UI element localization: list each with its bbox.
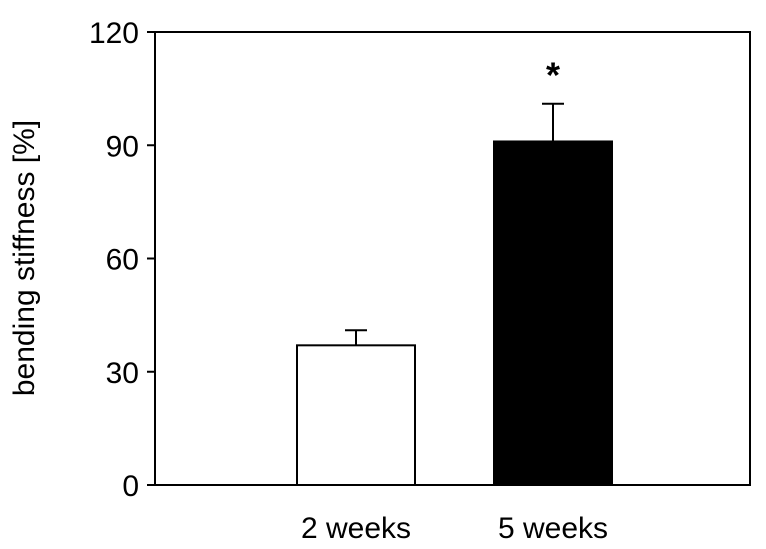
y-axis-title: bending stiffness [%] [8, 120, 41, 396]
plot-area: 0 30 60 90 120 2 weeks 5 weeks * [89, 17, 751, 545]
y-tick-label-30: 30 [106, 357, 139, 390]
bar-2-weeks [296, 344, 416, 487]
significance-marker: * [546, 55, 560, 96]
bar-5-weeks [493, 140, 613, 486]
y-tick-label-0: 0 [122, 470, 139, 503]
y-tick-label-120: 120 [89, 17, 139, 50]
plot-frame [154, 31, 751, 486]
y-tick-label-90: 90 [106, 130, 139, 163]
x-category-label-5-weeks: 5 weeks [498, 512, 608, 545]
x-category-label-2-weeks: 2 weeks [301, 512, 411, 545]
y-tick-label-60: 60 [106, 244, 139, 277]
